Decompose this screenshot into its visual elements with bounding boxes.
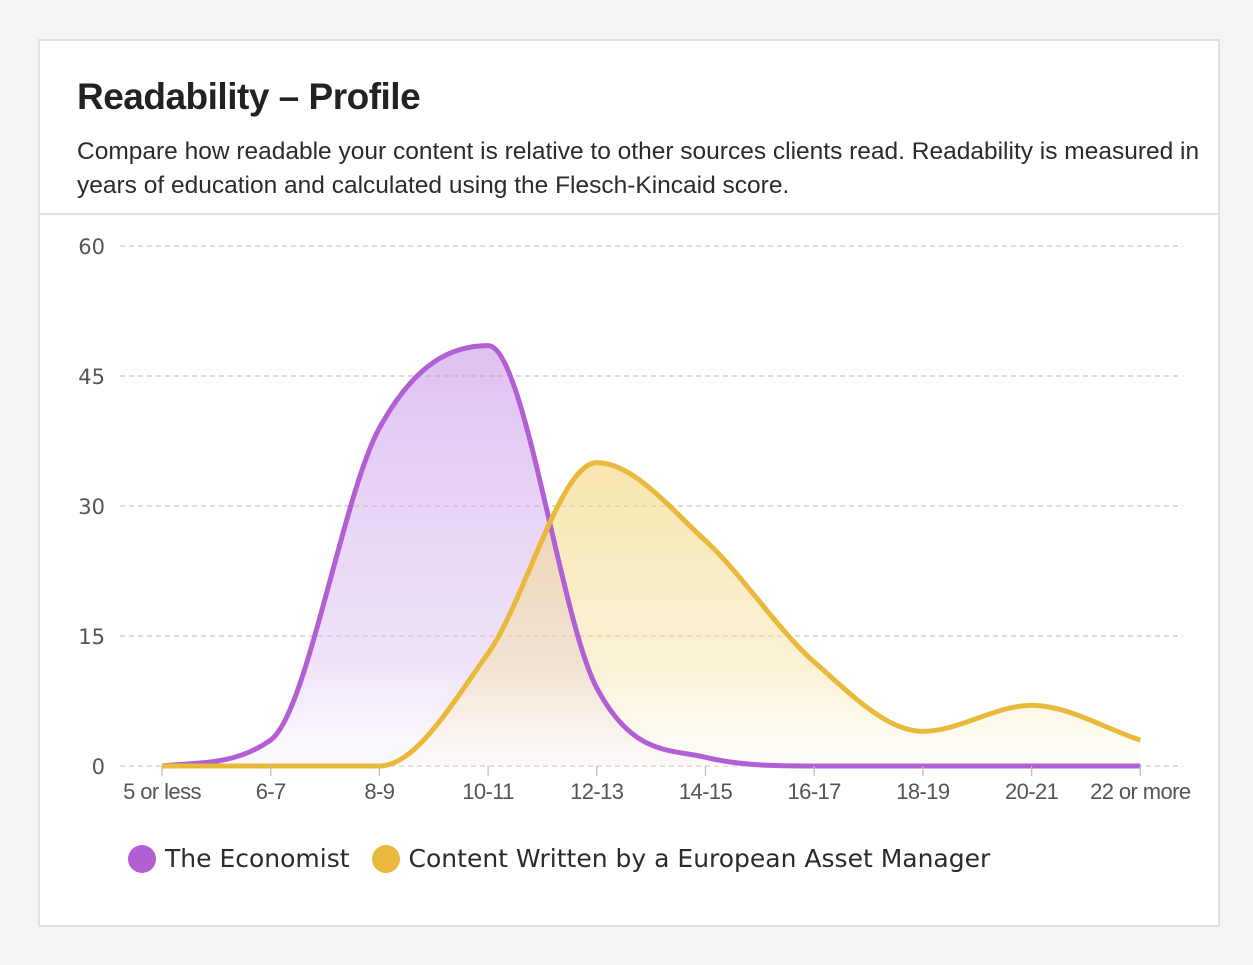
data-point-economist[interactable]: [700, 751, 712, 763]
card-description: Compare how readable your content is rel…: [77, 138, 1200, 199]
card-header: Readability – Profile Compare how readab…: [40, 41, 1218, 215]
x-tick-label: 12-13: [570, 779, 624, 804]
x-tick-label: 18-19: [896, 779, 950, 804]
legend-label-economist: The Economist: [165, 844, 350, 873]
data-point-asset-manager[interactable]: [1134, 734, 1146, 746]
y-tick-label: 0: [92, 755, 105, 779]
area-layer: [162, 345, 1141, 766]
data-point-asset-manager[interactable]: [482, 647, 494, 659]
data-point-asset-manager[interactable]: [808, 656, 820, 668]
area-asset-manager: [162, 462, 1141, 766]
data-point-economist[interactable]: [482, 340, 494, 352]
legend-item-economist[interactable]: The Economist: [128, 844, 350, 873]
x-tick-label: 6-7: [256, 779, 286, 804]
legend-item-asset-manager[interactable]: Content Written by a European Asset Mana…: [371, 844, 991, 873]
area-economist: [162, 345, 1141, 766]
data-point-asset-manager[interactable]: [917, 725, 929, 737]
x-tick-label: 22 or more: [1090, 779, 1191, 804]
legend-dot-asset-manager: [371, 844, 400, 873]
chart-legend: The Economist Content Written by a Europ…: [128, 844, 1012, 873]
x-tick-label: 16-17: [788, 779, 842, 804]
y-tick-label: 15: [78, 625, 105, 649]
data-point-economist[interactable]: [373, 422, 385, 434]
y-tick-label: 30: [78, 495, 105, 519]
readability-chart: 0 15 30 45 60 5 or less 6-7 8-9 10-11 12-13 14-15 1…: [78, 235, 1191, 804]
x-tick-label: 20-21: [1005, 779, 1059, 804]
x-tick-label: 14-15: [679, 779, 733, 804]
x-tick-label: 8-9: [364, 779, 394, 804]
x-tick-label: 10-11: [462, 779, 514, 804]
legend-label-asset-manager: Content Written by a European Asset Mana…: [408, 844, 991, 873]
x-tick-label: 5 or less: [123, 779, 201, 804]
series-line-asset-manager: [161, 460, 1142, 769]
readability-profile-card: Readability – Profile Compare how readab…: [38, 39, 1220, 927]
line-layer: [161, 340, 1146, 769]
card-title: Readability – Profile: [77, 76, 421, 117]
legend-dot-economist: [128, 844, 156, 873]
y-tick-label: 45: [78, 365, 105, 389]
series-line-economist: [161, 343, 1141, 769]
data-point-asset-manager[interactable]: [591, 457, 603, 469]
axis-layer: 0 15 30 45 60 5 or less 6-7 8-9 10-11 12-13 14-15 1…: [78, 235, 1191, 804]
data-point-economist[interactable]: [265, 734, 277, 746]
data-point-economist[interactable]: [591, 682, 603, 694]
data-point-asset-manager[interactable]: [700, 535, 712, 547]
data-point-asset-manager[interactable]: [1026, 699, 1038, 711]
y-tick-label: 60: [78, 235, 105, 259]
